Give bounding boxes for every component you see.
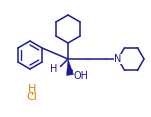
Polygon shape (67, 59, 74, 75)
Text: H: H (28, 84, 36, 94)
Text: N: N (114, 54, 122, 64)
Text: OH: OH (73, 71, 88, 81)
Text: Cl: Cl (27, 92, 37, 102)
Text: H: H (50, 64, 58, 74)
